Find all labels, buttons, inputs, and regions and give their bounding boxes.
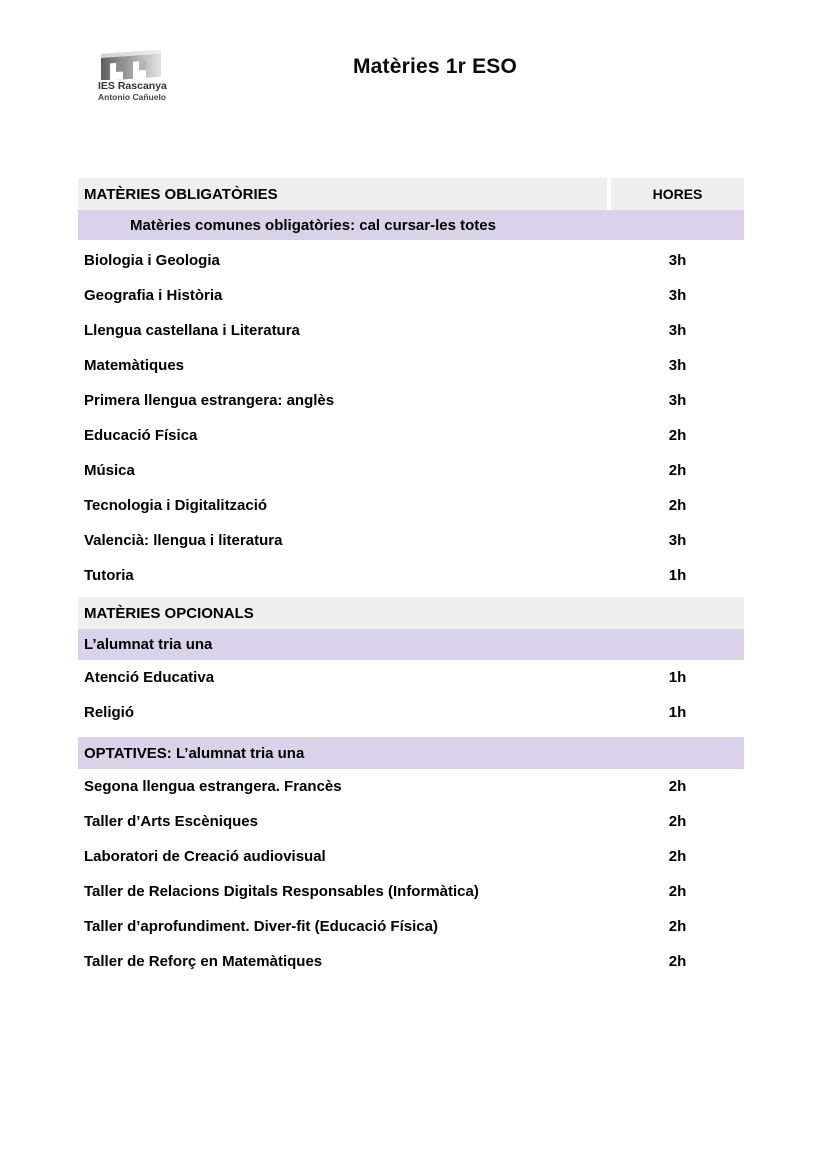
- table-row: Llengua castellana i Literatura 3h: [78, 313, 744, 348]
- column-divider: [607, 178, 611, 210]
- subject-hours: 1h: [668, 669, 687, 686]
- subject-name: Atenció Educativa: [84, 669, 215, 686]
- table-row: Primera llengua estrangera: anglès 3h: [78, 383, 744, 418]
- table-row: Tutoria 1h: [78, 558, 744, 593]
- table-row: Biologia i Geologia 3h: [78, 243, 744, 278]
- table-header-row: MATÈRIES OBLIGATÒRIES HORES: [78, 178, 744, 210]
- table-row: Música 2h: [78, 453, 744, 488]
- subject-name: Tutoria: [84, 567, 134, 584]
- subject-hours: 3h: [668, 252, 687, 269]
- subject-hours: 3h: [668, 532, 687, 549]
- subject-name: Taller d’Arts Escèniques: [84, 813, 258, 830]
- subject-name: Primera llengua estrangera: anglès: [84, 392, 335, 409]
- subject-hours: 3h: [668, 322, 687, 339]
- school-building-icon: [100, 49, 161, 80]
- subject-name: Taller d’aprofundiment. Diver-fit (Educa…: [84, 918, 438, 935]
- subject-hours: 1h: [668, 567, 687, 584]
- table-row: Taller de Reforç en Matemàtiques 2h: [78, 944, 744, 979]
- subject-hours: 2h: [668, 813, 687, 830]
- table-row: Religió 1h: [78, 695, 744, 730]
- school-logo: IES Rascanya Antonio Cañuelo: [98, 48, 167, 102]
- subject-name: Educació Física: [84, 427, 198, 444]
- table-row: Valencià: llengua i literatura 3h: [78, 523, 744, 558]
- subject-name: Llengua castellana i Literatura: [84, 322, 300, 339]
- subject-name: Taller de Relacions Digitals Responsable…: [84, 883, 479, 900]
- table-row: Matemàtiques 3h: [78, 348, 744, 383]
- school-logo-subname: Antonio Cañuelo: [98, 92, 166, 102]
- subject-hours: 3h: [668, 357, 687, 374]
- subject-name: Biologia i Geologia: [84, 252, 220, 269]
- table-row: Taller de Relacions Digitals Responsable…: [78, 874, 744, 909]
- subject-hours: 3h: [668, 392, 687, 409]
- table-row: Educació Física 2h: [78, 418, 744, 453]
- subjects-table: MATÈRIES OBLIGATÒRIES HORES Matèries com…: [78, 178, 744, 979]
- subject-hours: 1h: [668, 704, 687, 721]
- page-title: Matèries 1r ESO: [352, 55, 518, 78]
- section-band-optatives: OPTATIVES: L’alumnat tria una: [78, 737, 744, 769]
- subject-name: Música: [84, 462, 135, 479]
- subject-name: Taller de Reforç en Matemàtiques: [84, 953, 323, 970]
- table-row: Segona llengua estrangera. Francès 2h: [78, 769, 744, 804]
- subject-name: Geografia i Història: [84, 287, 223, 304]
- column-header-hours: HORES: [611, 178, 744, 210]
- table-row: Taller d’Arts Escèniques 2h: [78, 804, 744, 839]
- column-header-subjects: MATÈRIES OBLIGATÒRIES: [78, 178, 607, 210]
- subject-hours: 2h: [668, 778, 687, 795]
- section-band-tria-una: L’alumnat tria una: [78, 629, 744, 660]
- subject-name: Religió: [84, 704, 135, 721]
- table-row: Atenció Educativa 1h: [78, 660, 744, 695]
- school-logo-name: IES Rascanya: [98, 80, 167, 92]
- subject-hours: 2h: [668, 848, 687, 865]
- table-row: Laboratori de Creació audiovisual 2h: [78, 839, 744, 874]
- subject-name: Valencià: llengua i literatura: [84, 532, 283, 549]
- section-band-common-subjects: Matèries comunes obligatòries: cal cursa…: [78, 210, 744, 240]
- table-row: Geografia i Història 3h: [78, 278, 744, 313]
- subject-name: Tecnologia i Digitalització: [84, 497, 268, 514]
- subject-hours: 2h: [668, 918, 687, 935]
- subject-hours: 2h: [668, 497, 687, 514]
- table-row: Tecnologia i Digitalització 2h: [78, 488, 744, 523]
- subject-name: Segona llengua estrangera. Francès: [84, 778, 342, 795]
- section-band-opcionals: MATÈRIES OPCIONALS: [78, 597, 744, 629]
- subject-name: Matemàtiques: [84, 357, 185, 374]
- subject-hours: 2h: [668, 953, 687, 970]
- subject-hours: 2h: [668, 427, 687, 444]
- subject-name: Laboratori de Creació audiovisual: [84, 848, 326, 865]
- table-row: Taller d’aprofundiment. Diver-fit (Educa…: [78, 909, 744, 944]
- subject-hours: 2h: [668, 883, 687, 900]
- subject-hours: 3h: [668, 287, 687, 304]
- subject-hours: 2h: [668, 462, 687, 479]
